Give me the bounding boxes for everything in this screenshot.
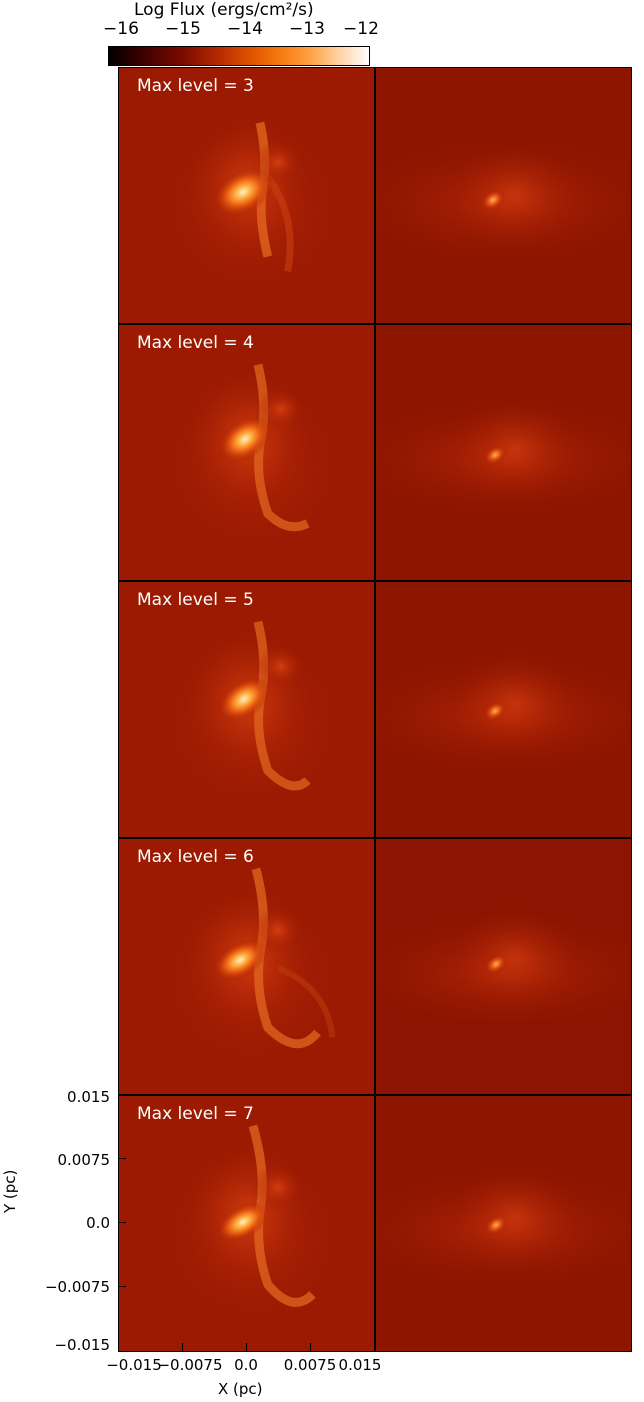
flux-map-right: [375, 67, 632, 324]
panel-label: Max level = 7: [137, 1104, 254, 1124]
flux-map-left: Max level = 4: [118, 324, 375, 581]
y-tick-label: −0.0075: [44, 1278, 110, 1296]
x-tick-label: 0.0075: [283, 1356, 337, 1374]
x-tick-label: 0.015: [338, 1356, 382, 1374]
flux-map-right: [375, 581, 632, 838]
x-axis-title: X (pc): [218, 1380, 263, 1398]
flux-map-left: Max level = 7: [118, 1095, 375, 1352]
colorbar: [108, 46, 370, 66]
flux-map-right: [375, 324, 632, 581]
y-tick-label: 0.0075: [57, 1151, 111, 1169]
flux-map-right: [375, 1095, 632, 1352]
panel-label: Max level = 3: [137, 76, 254, 96]
y-tick: [118, 1094, 126, 1095]
colorbar-tick-label: −13: [289, 19, 325, 39]
y-tick-label: −0.015: [54, 1336, 110, 1354]
y-tick-label: 0.0: [86, 1214, 110, 1232]
colorbar-tick-label: −16: [103, 19, 139, 39]
x-tick: [246, 1343, 247, 1351]
flux-map-left: Max level = 5: [118, 581, 375, 838]
colorbar-tick-label: −14: [227, 19, 263, 39]
y-tick: [118, 1286, 126, 1287]
y-axis-title: Y (pc): [1, 1169, 19, 1213]
panel-label: Max level = 6: [137, 847, 254, 867]
x-tick: [182, 1343, 183, 1351]
y-tick: [118, 1158, 126, 1159]
colorbar-tick-label: −12: [343, 19, 379, 39]
panel-label: Max level = 5: [137, 590, 254, 610]
flux-map-right: [375, 838, 632, 1095]
x-tick-label: −0.0075: [157, 1356, 223, 1374]
flux-map-left: Max level = 3: [118, 67, 375, 324]
flux-map-left: Max level = 6: [118, 838, 375, 1095]
panel-label: Max level = 4: [137, 333, 254, 353]
x-tick: [310, 1343, 311, 1351]
y-tick: [118, 1222, 126, 1223]
x-tick-label: −0.015: [106, 1356, 162, 1374]
x-tick-label: 0.0: [234, 1356, 258, 1374]
colorbar-title: Log Flux (ergs/cm²/s): [134, 0, 314, 20]
colorbar-tick-label: −15: [165, 19, 201, 39]
y-tick-label: 0.015: [67, 1088, 110, 1106]
